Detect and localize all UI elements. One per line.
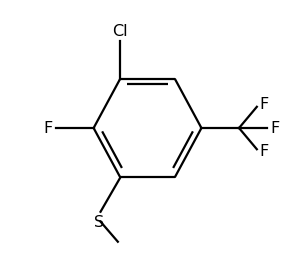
Text: S: S bbox=[94, 215, 105, 230]
Text: F: F bbox=[260, 97, 269, 112]
Text: Cl: Cl bbox=[112, 24, 128, 39]
Text: F: F bbox=[271, 120, 280, 135]
Text: F: F bbox=[44, 120, 53, 135]
Text: F: F bbox=[260, 144, 269, 159]
